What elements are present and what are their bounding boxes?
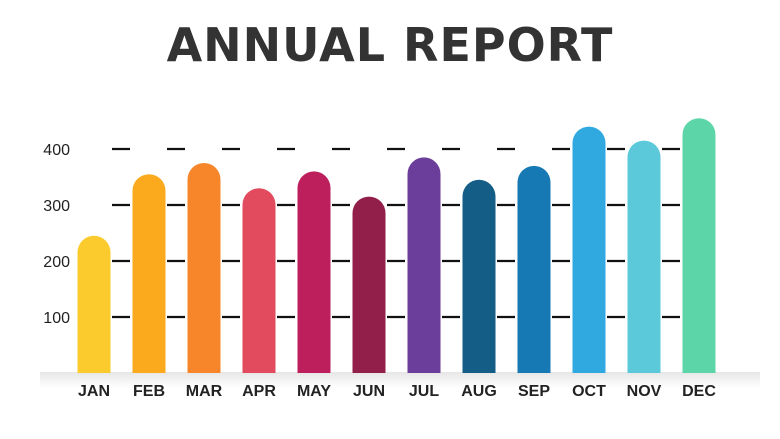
x-category-label: APR	[242, 383, 276, 400]
x-category-label: JUL	[409, 383, 439, 400]
x-category-label: FEB	[133, 383, 165, 400]
x-category-label: AUG	[461, 383, 497, 400]
y-tick-label: 200	[43, 254, 70, 271]
bar-oct	[572, 126, 606, 373]
bar-nov	[627, 140, 661, 373]
y-tick-label: 400	[43, 142, 70, 159]
chart-title: ANNUAL REPORT	[166, 18, 614, 72]
y-tick-label: 100	[43, 310, 70, 327]
x-category-label: MAR	[186, 383, 223, 400]
bars	[77, 118, 716, 373]
gridlines	[112, 147, 680, 319]
floor-shadow	[40, 372, 760, 388]
bar-sep	[517, 165, 551, 373]
x-category-label: DEC	[682, 383, 716, 400]
bar-feb	[132, 174, 166, 373]
bar-jun	[352, 196, 386, 373]
bar-jan	[77, 235, 111, 373]
y-tick-label: 300	[43, 198, 70, 215]
bar-aug	[462, 179, 496, 373]
bar-may	[297, 171, 331, 373]
bar-apr	[242, 188, 276, 373]
bar-dec	[682, 118, 716, 373]
x-category-label: MAY	[297, 383, 331, 400]
x-axis-labels: JAN FEB MAR APR MAY JUN JUL AUG SEP OCT NOV DEC	[78, 383, 716, 400]
x-category-label: NOV	[627, 383, 662, 400]
x-category-label: OCT	[572, 383, 606, 400]
x-category-label: JAN	[78, 383, 110, 400]
y-axis-ticks: 100 200 300 400	[43, 142, 70, 327]
x-category-label: JUN	[353, 383, 385, 400]
bar-mar	[187, 163, 221, 373]
bar-jul	[407, 157, 441, 373]
x-category-label: SEP	[518, 383, 550, 400]
